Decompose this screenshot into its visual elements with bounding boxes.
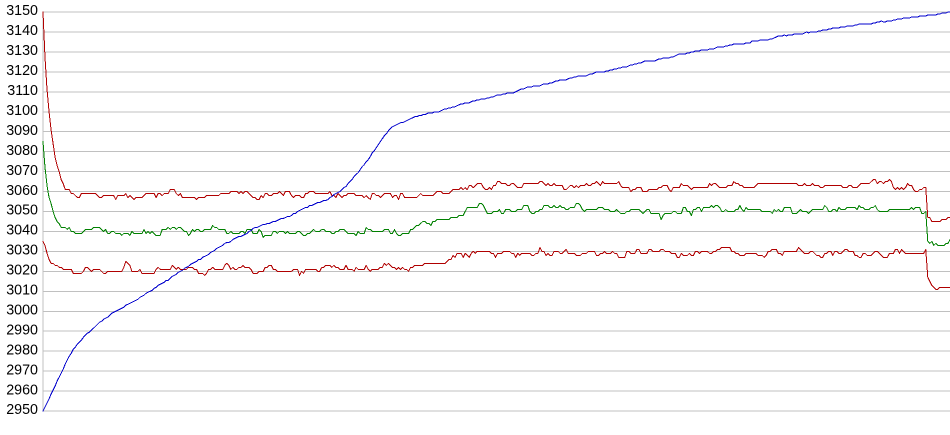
svg-text:3060: 3060	[6, 183, 38, 199]
svg-text:3120: 3120	[6, 63, 38, 79]
svg-text:3020: 3020	[6, 263, 38, 279]
svg-text:3090: 3090	[6, 123, 38, 139]
svg-text:3110: 3110	[7, 83, 38, 99]
svg-text:2960: 2960	[6, 382, 38, 398]
svg-text:3010: 3010	[6, 283, 38, 299]
svg-text:3070: 3070	[6, 163, 38, 179]
svg-text:3030: 3030	[6, 243, 38, 259]
svg-text:3040: 3040	[6, 223, 38, 239]
svg-text:3150: 3150	[6, 3, 38, 19]
svg-text:3140: 3140	[6, 23, 38, 39]
svg-text:3130: 3130	[6, 43, 38, 59]
svg-text:2950: 2950	[6, 402, 38, 418]
svg-text:2970: 2970	[6, 362, 38, 378]
svg-text:3000: 3000	[6, 302, 38, 318]
svg-text:2990: 2990	[6, 322, 38, 338]
svg-text:3100: 3100	[6, 103, 38, 119]
svg-text:3050: 3050	[6, 203, 38, 219]
svg-text:3080: 3080	[6, 143, 38, 159]
svg-text:2980: 2980	[6, 342, 38, 358]
